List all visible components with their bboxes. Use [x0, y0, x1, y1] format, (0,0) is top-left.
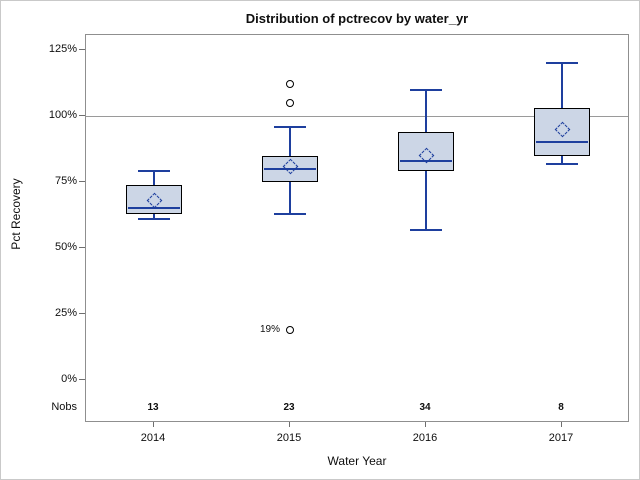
nobs-value-2015: 23 [283, 402, 295, 413]
y-tick-mark-125 [79, 48, 85, 50]
upper-whisker-stem [289, 126, 291, 156]
x-tick-mark-2016 [424, 422, 426, 427]
y-axis-title: Pct Recovery [9, 178, 23, 250]
y-tick-label-25: 25% [54, 307, 77, 319]
boxplot-group-2014 [120, 35, 188, 421]
upper-whisker-cap [546, 62, 578, 65]
outlier-label-2015-2: 19% [259, 323, 280, 335]
y-tick-label-50: 50% [54, 241, 77, 253]
boxplot-group-2015: 19% [256, 35, 324, 421]
upper-whisker-stem [561, 63, 563, 109]
lower-whisker-cap [410, 228, 442, 231]
y-tick-mark-25 [79, 312, 85, 314]
iqr-box [398, 131, 454, 172]
y-tick-label-100: 100% [48, 109, 77, 121]
lower-whisker-stem [561, 155, 563, 164]
outlier-circle-2015-1 [286, 98, 294, 107]
lower-whisker-cap [546, 162, 578, 165]
median-line [128, 207, 180, 210]
boxplot-group-2017 [528, 35, 596, 421]
median-line [400, 159, 452, 162]
y-tick-label-0: 0% [61, 373, 77, 385]
x-tick-label-2015: 2015 [276, 432, 302, 444]
x-tick-mark-2017 [560, 422, 562, 427]
plot-area: 19% [85, 34, 629, 422]
x-tick-mark-2014 [152, 422, 154, 427]
median-line [536, 141, 588, 144]
upper-whisker-stem [425, 89, 427, 132]
upper-whisker-cap [274, 125, 306, 128]
y-tick-mark-50 [79, 246, 85, 248]
upper-whisker-stem [153, 171, 155, 185]
outlier-circle-2015-0 [286, 80, 294, 89]
upper-whisker-cap [410, 88, 442, 91]
y-tick-mark-0 [79, 378, 85, 380]
nobs-value-2017: 8 [558, 402, 564, 413]
nobs-value-2014: 13 [147, 402, 159, 413]
lower-whisker-cap [138, 217, 170, 220]
x-tick-label-2017: 2017 [548, 432, 574, 444]
outlier-circle-2015-2 [286, 325, 294, 334]
lower-whisker-stem [153, 213, 155, 219]
x-axis-title: Water Year [327, 454, 387, 468]
x-tick-label-2014: 2014 [140, 432, 166, 444]
median-line [264, 167, 316, 170]
y-tick-mark-75 [79, 180, 85, 182]
nobs-value-2016: 34 [419, 402, 431, 413]
lower-whisker-stem [289, 182, 291, 214]
x-tick-mark-2015 [288, 422, 290, 427]
upper-whisker-cap [138, 170, 170, 173]
nobs-row-label: Nobs [51, 401, 77, 413]
lower-whisker-cap [274, 212, 306, 215]
chart-title: Distribution of pctrecov by water_yr [245, 11, 469, 26]
y-tick-mark-100 [79, 114, 85, 116]
boxplot-group-2016 [392, 35, 460, 421]
y-tick-label-125: 125% [48, 43, 77, 55]
iqr-box [534, 108, 590, 156]
x-tick-label-2016: 2016 [412, 432, 438, 444]
lower-whisker-stem [425, 171, 427, 230]
reference-line-100pct [86, 115, 628, 117]
y-tick-label-75: 75% [54, 175, 77, 187]
